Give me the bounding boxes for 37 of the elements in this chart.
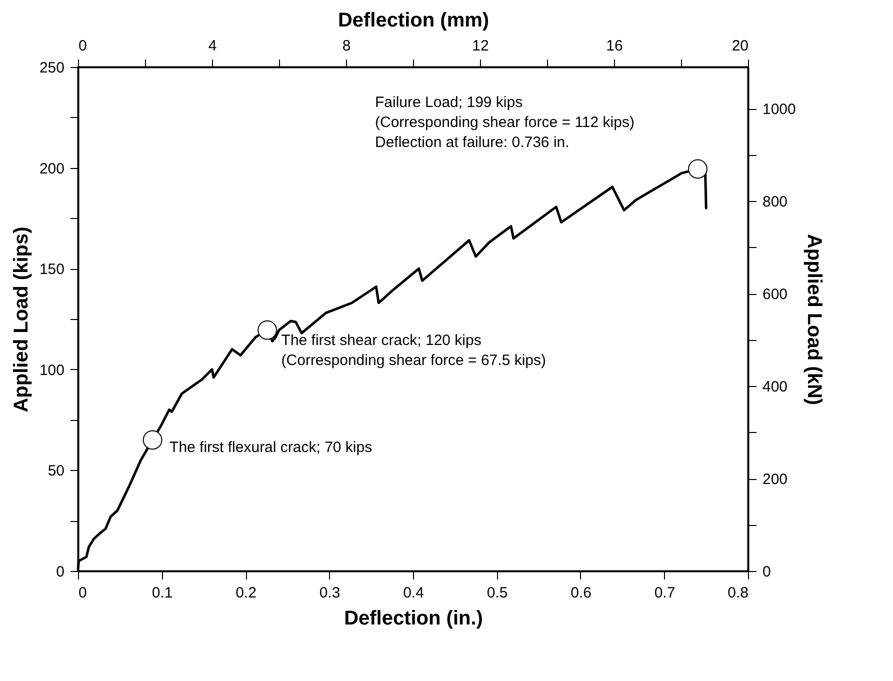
x2-tick-label: 0 [78, 38, 87, 54]
point [688, 159, 708, 179]
x-tick-label: 0.1 [152, 584, 173, 602]
x-tick-label: 0.7 [654, 584, 676, 602]
y-tick-label: 0 [56, 564, 64, 580]
point [142, 430, 162, 450]
y2-axis-title: Applied Load (kN) [802, 234, 825, 406]
y2-tick-label: 1000 [762, 101, 796, 118]
x2-tick-label: 4 [208, 38, 217, 54]
y2-tick-label: 600 [762, 286, 788, 304]
x-tick-label: 0.6 [570, 584, 592, 602]
x-tick-label: 0.5 [486, 584, 508, 602]
x2-tick-label: 16 [606, 38, 623, 54]
x-tick-label: 0 [78, 584, 87, 602]
annotation: The first shear crack; 120 kips (Corresponding shear force = 67.5 kips) [281, 332, 546, 370]
x-tick-label: 0.3 [319, 584, 340, 602]
x-axis-title: Deflection (in.) [344, 608, 483, 630]
y-tick-label: 250 [39, 60, 64, 76]
point [258, 320, 277, 340]
y-tick-label: 200 [39, 160, 64, 178]
x2-axis-title: Deflection (mm) [338, 10, 490, 32]
y-tick-label: 50 [48, 462, 64, 480]
y-tick-label: 100 [39, 362, 64, 379]
x-tick-label: 0.8 [728, 584, 748, 602]
y2-tick-label: 0 [762, 564, 771, 580]
y-tick-label: 150 [39, 261, 64, 278]
y2-tick-label: 400 [762, 378, 788, 396]
x2-tick-label: 8 [342, 38, 351, 54]
x-tick-label: 0.4 [403, 584, 424, 602]
x2-tick-label: 12 [472, 38, 489, 54]
x2-tick-label: 20 [732, 38, 748, 54]
y2-tick-label: 800 [762, 194, 788, 211]
x-tick-label: 0.2 [236, 584, 256, 602]
y2-tick-label: 200 [762, 471, 788, 488]
annotation: The first flexural crack; 70 kips [170, 438, 372, 456]
y-axis-title: Applied Load (kips) [10, 226, 32, 412]
annotation: Failure Load; 199 kips (Corresponding shear force = 112 kips) Deflection at failure: 0.736 in. [375, 94, 634, 151]
